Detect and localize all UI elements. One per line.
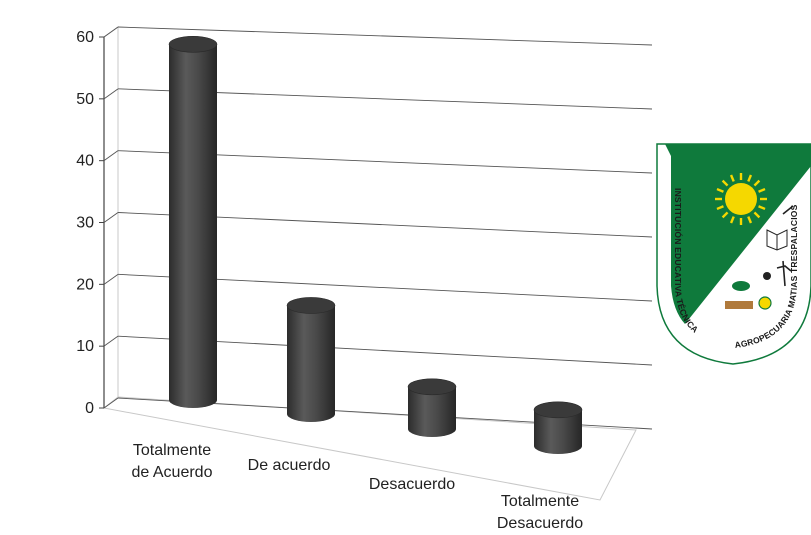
y-axis-tick-labels: 0 10 20 30 40 50 60	[76, 29, 94, 417]
x-category-label-line: De acuerdo	[248, 457, 331, 474]
sun-ray	[758, 205, 766, 211]
y-tick-label: 40	[76, 153, 94, 170]
y-tick-label: 20	[76, 276, 94, 293]
book-icon	[766, 205, 794, 251]
gridline-left	[103, 88, 119, 100]
gridline-left	[103, 397, 119, 409]
y-tick-label: 60	[76, 29, 94, 46]
sun-ray	[758, 187, 766, 193]
gridline-left	[103, 335, 119, 347]
bar-top	[168, 36, 218, 53]
sun-ray	[753, 179, 761, 187]
bar-top	[407, 378, 457, 396]
gridline	[117, 26, 653, 46]
sun-ray	[747, 174, 753, 182]
y-tick-label: 50	[76, 91, 94, 108]
sun-ray	[753, 211, 761, 219]
bar-2	[286, 297, 336, 422]
sun-ray	[721, 179, 729, 187]
gridline-left	[103, 26, 119, 38]
y-tick-label: 0	[85, 400, 94, 417]
bar-1	[168, 36, 218, 409]
y-tick-label: 30	[76, 215, 94, 232]
bars	[168, 36, 583, 454]
x-axis-category-labels: Totalmente de Acuerdo De acuerdo Desacuerdo…	[132, 442, 584, 532]
school-logo: INSTITUCIÓN EDUCATIVA TÉCNICA AGROPECUAR…	[656, 143, 811, 365]
y-tick-label: 10	[76, 338, 94, 355]
sun-ray	[747, 216, 753, 224]
bar-body	[534, 409, 582, 454]
bar-3	[407, 378, 457, 437]
bar-body	[287, 305, 335, 422]
sun-ray	[729, 174, 735, 182]
farm-icons	[725, 260, 792, 310]
gridline-left	[103, 150, 119, 162]
x-category-label: Desacuerdo	[369, 476, 455, 493]
logo-green-field	[665, 144, 811, 324]
x-category-label-line: Totalmente	[501, 493, 579, 510]
x-category-label: De acuerdo	[248, 457, 331, 474]
bar-body	[408, 386, 456, 437]
x-category-label: Totalmente Desacuerdo	[497, 493, 583, 532]
sun-ray	[729, 216, 735, 224]
gridline-left	[103, 273, 119, 285]
bar-top	[533, 401, 583, 419]
bar-top	[286, 297, 336, 314]
sun-ray	[716, 205, 724, 211]
gridline-left	[103, 212, 119, 223]
sun-ray	[716, 187, 724, 193]
bar-4	[533, 401, 583, 454]
x-category-label-line: Desacuerdo	[497, 515, 583, 532]
x-category-label-line: Totalmente	[133, 442, 211, 459]
x-category-label: Totalmente de Acuerdo	[132, 442, 213, 481]
sun-ray	[721, 211, 729, 219]
sun-icon	[715, 173, 767, 225]
x-category-label-line: Desacuerdo	[369, 476, 455, 493]
x-category-label-line: de Acuerdo	[132, 464, 213, 481]
bar-body	[169, 44, 217, 409]
